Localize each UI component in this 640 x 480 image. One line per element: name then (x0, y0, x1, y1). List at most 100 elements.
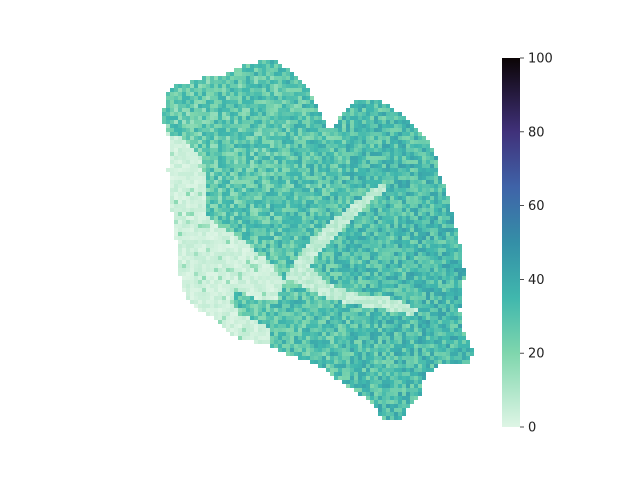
heatmap-cell (354, 176, 358, 180)
heatmap-cell (422, 376, 426, 380)
heatmap-cell (302, 316, 306, 320)
heatmap-cell (430, 152, 434, 156)
heatmap-cell (238, 92, 242, 96)
heatmap-cell (358, 188, 362, 192)
heatmap-cell (410, 216, 414, 220)
heatmap-cell (214, 276, 218, 280)
heatmap-cell (406, 180, 410, 184)
heatmap-cell (398, 352, 402, 356)
heatmap-cell (430, 352, 434, 356)
heatmap-cell (434, 192, 438, 196)
heatmap-cell (342, 328, 346, 332)
heatmap-cell (342, 372, 346, 376)
heatmap-cell (266, 276, 270, 280)
heatmap-cell (198, 204, 202, 208)
heatmap-cell (218, 144, 222, 148)
heatmap-cell (302, 132, 306, 136)
heatmap-cell (366, 380, 370, 384)
heatmap-cell (178, 156, 182, 160)
heatmap-cell (298, 148, 302, 152)
heatmap-cell (186, 88, 190, 92)
heatmap-cell (374, 380, 378, 384)
heatmap-cell (210, 276, 214, 280)
heatmap-cell (250, 284, 254, 288)
heatmap-cell (374, 236, 378, 240)
heatmap-cell (402, 320, 406, 324)
heatmap-cell (346, 176, 350, 180)
heatmap-cell (382, 144, 386, 148)
heatmap-cell (354, 248, 358, 252)
heatmap-cell (362, 200, 366, 204)
heatmap-cell (246, 260, 250, 264)
heatmap-cell (398, 332, 402, 336)
heatmap-cell (454, 228, 458, 232)
heatmap-cell (458, 324, 462, 328)
heatmap-cell (402, 368, 406, 372)
heatmap-cell (226, 288, 230, 292)
heatmap-cell (350, 268, 354, 272)
heatmap-cell (218, 76, 222, 80)
heatmap-cell (302, 176, 306, 180)
heatmap-cell (298, 216, 302, 220)
heatmap-cell (238, 160, 242, 164)
heatmap-cell (334, 332, 338, 336)
heatmap-cell (246, 136, 250, 140)
heatmap-cell (426, 156, 430, 160)
heatmap-cell (290, 292, 294, 296)
heatmap-cell (354, 372, 358, 376)
heatmap-cell (202, 92, 206, 96)
heatmap-cell (314, 220, 318, 224)
heatmap-cell (318, 136, 322, 140)
heatmap-cell (254, 260, 258, 264)
heatmap-cell (238, 332, 242, 336)
heatmap-cell (370, 236, 374, 240)
heatmap-cell (450, 224, 454, 228)
heatmap-cell (330, 316, 334, 320)
heatmap-cell (262, 248, 266, 252)
heatmap-cell (270, 64, 274, 68)
heatmap-cell (238, 156, 242, 160)
heatmap-cell (394, 168, 398, 172)
heatmap-cell (230, 160, 234, 164)
heatmap-cell (370, 372, 374, 376)
heatmap-cell (330, 140, 334, 144)
heatmap-cell (342, 280, 346, 284)
heatmap-cell (254, 76, 258, 80)
heatmap-cell (234, 296, 238, 300)
heatmap-cell (298, 100, 302, 104)
heatmap-cell (346, 252, 350, 256)
heatmap-cell (270, 252, 274, 256)
heatmap-cell (406, 364, 410, 368)
heatmap-cell (366, 252, 370, 256)
heatmap-cell (206, 224, 210, 228)
heatmap-cell (278, 212, 282, 216)
heatmap-cell (222, 236, 226, 240)
heatmap-cell (370, 340, 374, 344)
heatmap-cell (402, 120, 406, 124)
heatmap-cell (314, 264, 318, 268)
heatmap-cell (222, 200, 226, 204)
heatmap-cell (446, 264, 450, 268)
heatmap-cell (298, 136, 302, 140)
heatmap-cell (254, 68, 258, 72)
heatmap-cell (290, 112, 294, 116)
heatmap-cell (266, 64, 270, 68)
heatmap-cell (274, 76, 278, 80)
heatmap-cell (310, 108, 314, 112)
heatmap-cell (382, 308, 386, 312)
heatmap-cell (254, 256, 258, 260)
heatmap-cell (390, 328, 394, 332)
heatmap-cell (314, 336, 318, 340)
heatmap-cell (354, 160, 358, 164)
heatmap-cell (250, 72, 254, 76)
heatmap-cell (358, 112, 362, 116)
heatmap-cell (334, 212, 338, 216)
heatmap-cell (394, 200, 398, 204)
heatmap-cell (446, 316, 450, 320)
heatmap-cell (338, 184, 342, 188)
heatmap-cell (234, 304, 238, 308)
heatmap-cell (206, 244, 210, 248)
heatmap-cell (246, 320, 250, 324)
heatmap-cell (210, 216, 214, 220)
heatmap-cell (230, 296, 234, 300)
